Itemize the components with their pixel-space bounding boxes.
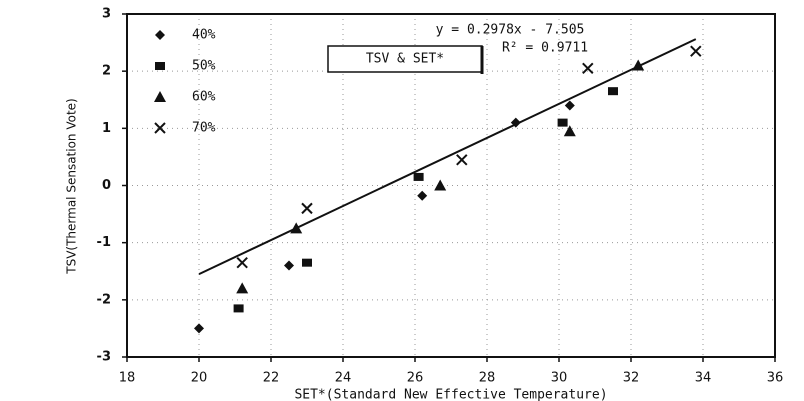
point [236, 256, 248, 269]
legend-marker [155, 30, 165, 40]
legend-marker [155, 62, 165, 70]
x-tick-label: 28 [479, 371, 496, 386]
x-tick-label: 20 [191, 371, 208, 386]
y-tick-label: -3 [97, 350, 111, 365]
legend-label: 60% [192, 90, 216, 105]
point [582, 62, 594, 75]
legend-marker [154, 91, 166, 102]
title-box [327, 45, 483, 73]
point [417, 190, 428, 201]
x-axis-label: SET*(Standard New Effective Temperature) [294, 388, 607, 401]
y-axis-label: TSV(Thermal Sensation Vote) [65, 98, 79, 274]
x-tick-label: 24 [335, 371, 352, 386]
point [236, 282, 249, 294]
point [608, 87, 618, 96]
legend-label: 50% [192, 59, 216, 74]
y-tick-label: 0 [102, 178, 111, 193]
plot-frame [126, 13, 776, 358]
x-tick-label: 18 [119, 371, 136, 386]
point [557, 118, 568, 127]
point [413, 172, 424, 181]
point [301, 202, 313, 215]
chart-title: TSV & SET* [366, 52, 444, 67]
point [563, 125, 576, 137]
point [284, 260, 294, 271]
y-tick-label: 3 [102, 7, 111, 22]
y-tick-label: -2 [97, 292, 111, 307]
point [510, 117, 521, 128]
trendline [198, 38, 697, 276]
legend-label: 40% [192, 28, 216, 43]
r-squared: R² = 0.9711 [502, 41, 588, 56]
y-tick-label: 1 [102, 121, 111, 136]
y-tick-label: -1 [97, 235, 111, 250]
equation: y = 0.2978x - 7.505 [436, 23, 585, 38]
point [233, 304, 244, 313]
point [290, 222, 303, 234]
legend-label: 70% [192, 121, 216, 136]
legend-marker [154, 122, 166, 134]
point [690, 45, 702, 57]
x-tick-label: 22 [263, 371, 280, 386]
point [434, 179, 447, 191]
x-tick-label: 36 [767, 371, 784, 386]
x-tick-label: 30 [551, 371, 568, 386]
y-tick-label: 2 [102, 64, 111, 79]
point [564, 100, 575, 111]
x-tick-label: 32 [623, 371, 640, 386]
point [456, 154, 468, 166]
point [632, 59, 645, 71]
x-tick-label: 34 [695, 371, 712, 386]
point [302, 258, 312, 267]
point [194, 323, 204, 334]
x-tick-label: 26 [407, 371, 424, 386]
